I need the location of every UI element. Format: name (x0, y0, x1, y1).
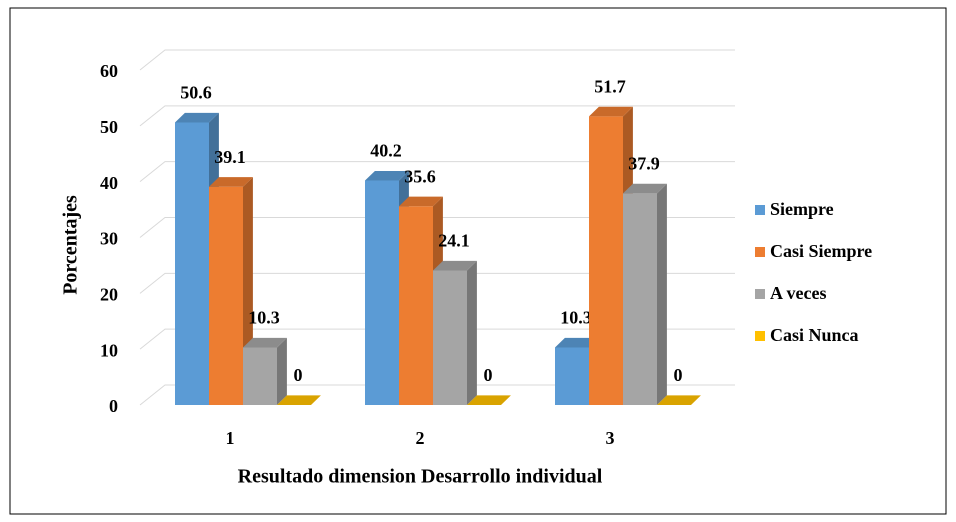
x-tick-label: 3 (606, 428, 615, 448)
grid-line (139, 161, 735, 183)
y-tick-label: 20 (100, 284, 118, 304)
grid-line (139, 105, 735, 127)
bar (243, 337, 287, 405)
bar-front (555, 347, 589, 405)
x-tick-label: 2 (416, 428, 425, 448)
bar-top (399, 196, 443, 207)
legend-swatch (755, 331, 765, 341)
legend-label: A veces (770, 283, 826, 303)
y-tick-label: 50 (100, 117, 118, 137)
legend-label: Siempre (770, 199, 834, 219)
bar-front (175, 122, 209, 405)
legend-label: Casi Siempre (770, 241, 872, 261)
data-label: 0 (294, 365, 303, 385)
bar-side (467, 260, 477, 405)
chart-frame (9, 7, 947, 515)
bar-top (467, 395, 511, 405)
bar-top (365, 170, 409, 181)
bar-top (209, 177, 253, 187)
y-tick-label: 30 (100, 229, 118, 249)
bar-front (623, 193, 657, 405)
bar (467, 395, 511, 405)
grid-line (139, 49, 735, 71)
data-label: 10.3 (560, 308, 592, 328)
bar-side (277, 337, 287, 405)
data-label: 0 (484, 365, 493, 385)
bar-front (365, 180, 399, 405)
bar-top (657, 395, 701, 405)
bar-top (175, 112, 219, 123)
data-label: 0 (674, 365, 683, 385)
bar-front (243, 347, 277, 405)
grid-line (139, 328, 735, 350)
bar-top (277, 395, 321, 405)
bar (657, 395, 701, 405)
y-tick-label: 10 (100, 340, 118, 360)
data-label: 40.2 (370, 141, 402, 161)
data-label: 10.3 (248, 308, 280, 328)
data-label: 24.1 (438, 231, 470, 251)
bar-top (433, 260, 477, 271)
bar-top (623, 183, 667, 194)
y-tick-label: 40 (100, 173, 118, 193)
legend-label: Casi Nunca (770, 325, 859, 345)
legend-swatch (755, 205, 765, 215)
x-axis-title: Resultado dimension Desarrollo individua… (238, 466, 603, 488)
y-tick-label: 60 (100, 61, 118, 81)
x-tick-label: 1 (226, 428, 235, 448)
data-label: 37.9 (628, 154, 660, 174)
bar (433, 260, 477, 405)
y-axis-title: Porcentajes (60, 195, 82, 295)
legend-swatch (755, 247, 765, 257)
bar (277, 395, 321, 405)
bar (623, 183, 667, 405)
data-label: 51.7 (594, 76, 626, 96)
bar-front (433, 270, 467, 405)
grid-line (139, 384, 735, 406)
bar-side (657, 183, 667, 405)
data-label: 50.6 (180, 83, 212, 103)
bar-front (399, 206, 433, 405)
data-label: 35.6 (404, 166, 436, 186)
bar-top (243, 337, 287, 348)
bar-front (209, 186, 243, 405)
data-label: 39.1 (214, 147, 246, 167)
grid-line (139, 272, 735, 294)
bar-top (555, 337, 599, 348)
bar-top (589, 106, 633, 117)
y-tick-label: 0 (109, 396, 118, 416)
bar-front (589, 116, 623, 405)
grid-line (139, 217, 735, 238)
legend-swatch (755, 289, 765, 299)
